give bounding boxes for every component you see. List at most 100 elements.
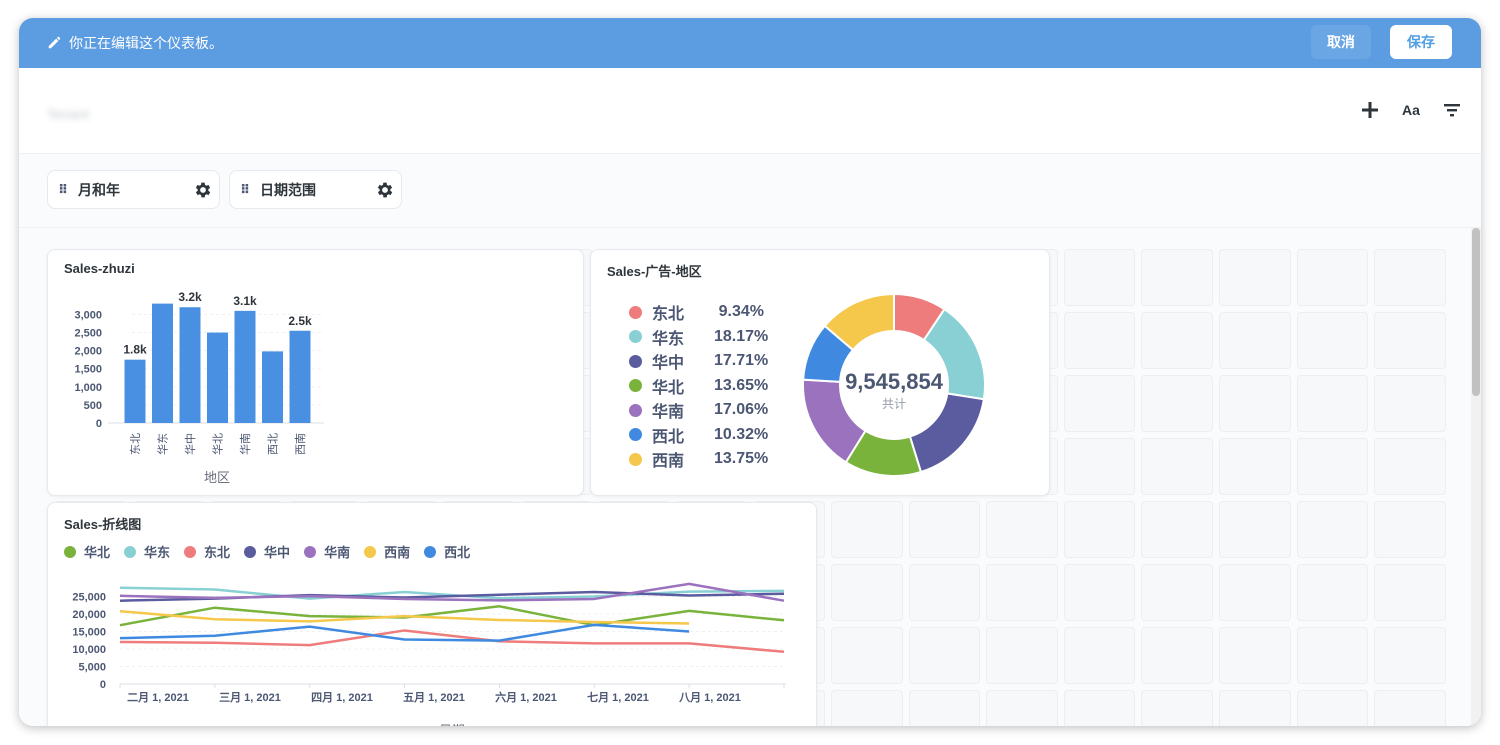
- bar: [262, 351, 283, 423]
- edit-mode-text: 你正在编辑这个仪表板。: [69, 35, 223, 51]
- y-tick-label: 0: [96, 418, 102, 430]
- legend-item[interactable]: 华南: [304, 542, 350, 561]
- grid-placeholder-cell: [1219, 627, 1291, 684]
- line-legend: 华北 华东 东北 华中 华南 西南 西北: [64, 542, 470, 561]
- donut-total-caption: 共计: [882, 397, 906, 411]
- legend-dot: [424, 545, 437, 558]
- legend-item[interactable]: 西南 13.75%: [629, 447, 769, 471]
- donut-slice: [802, 324, 855, 383]
- legend-value: 10.32%: [714, 425, 769, 443]
- grid-placeholder-cell: [908, 501, 981, 558]
- grid-placeholder-cell: [831, 627, 903, 684]
- bar-data-label: 2.5k: [288, 314, 312, 328]
- y-tick-label: 1,500: [74, 364, 102, 376]
- bar-chart: 0 500 1,000 1,500 2,000 2,500 3,000 1.8k 东北 华东 3.2…: [74, 290, 324, 485]
- legend-value: 13.65%: [714, 376, 769, 394]
- bar: [207, 332, 228, 423]
- y-tick-label: 0: [100, 679, 106, 691]
- legend-dot: [629, 428, 642, 441]
- bar-data-label: 3.1k: [233, 294, 257, 308]
- legend-item[interactable]: 华东 18.17%: [629, 325, 768, 349]
- legend-item[interactable]: 东北: [184, 542, 230, 561]
- card-title: Sales-广告-地区: [607, 264, 702, 279]
- card-line-chart[interactable]: Sales-折线图 华北 华东 东北 华中 华南 西南 西北 0 5,000 10,000 15,…: [47, 502, 817, 726]
- grid-placeholder-cell: [986, 564, 1058, 621]
- donut-slice: [823, 292, 895, 352]
- legend-item[interactable]: 华南 17.06%: [629, 398, 768, 422]
- bar: [234, 310, 256, 423]
- filter-date-range[interactable]: ⠿ 日期范围: [229, 170, 402, 209]
- y-tick-label: 2,500: [74, 328, 102, 340]
- edit-mode-message: 你正在编辑这个仪表板。: [47, 18, 223, 68]
- legend-item[interactable]: 华东: [124, 542, 170, 561]
- bar-data-label: 1.8k: [123, 343, 147, 357]
- legend-value: 13.75%: [714, 450, 769, 467]
- grid-placeholder-cell: [1296, 564, 1369, 621]
- grid-placeholder-cell: [1219, 249, 1291, 306]
- y-tick-label: 3,000: [74, 309, 102, 321]
- gear-icon[interactable]: [193, 180, 213, 200]
- legend-dot: [304, 545, 317, 558]
- pencil-icon: [48, 36, 61, 49]
- legend-item[interactable]: 西南: [364, 542, 410, 561]
- legend-dot: [629, 330, 642, 343]
- legend-dot: [124, 545, 137, 558]
- grid-placeholder-cell: [1219, 438, 1291, 495]
- legend-dot: [244, 545, 257, 558]
- x-tick-label: 华东: [156, 433, 170, 455]
- x-tick-label: 华北: [211, 433, 225, 455]
- grid-placeholder-cell: [1141, 501, 1213, 558]
- add-filter-icon[interactable]: [1440, 98, 1464, 122]
- legend-item[interactable]: 西北 10.32%: [629, 423, 769, 447]
- x-tick-label: 八月 1, 2021: [678, 691, 741, 704]
- grid-placeholder-cell: [1063, 249, 1136, 306]
- y-tick-label: 2,000: [74, 346, 102, 358]
- grid-placeholder-cell: [986, 627, 1058, 684]
- grid-placeholder-cell: [1374, 501, 1446, 558]
- grid-placeholder-cell: [986, 501, 1058, 558]
- grid-placeholder-cell: [1219, 564, 1291, 621]
- legend-item[interactable]: 西北: [424, 542, 470, 561]
- bar: [289, 330, 311, 423]
- x-tick-label: 四月 1, 2021: [311, 691, 373, 704]
- grid-placeholder-cell: [1063, 375, 1136, 432]
- grid-placeholder-cell: [1219, 501, 1291, 558]
- x-tick-label: 三月 1, 2021: [219, 691, 281, 704]
- cancel-button[interactable]: 取消: [1311, 25, 1371, 59]
- grid-placeholder-cell: [1141, 690, 1213, 726]
- dashboard-title[interactable]: Tenant: [47, 106, 90, 122]
- grid-placeholder-cell: [1141, 312, 1213, 369]
- filter-month-year[interactable]: ⠿ 月和年: [47, 170, 220, 209]
- grid-placeholder-cell: [1374, 627, 1446, 684]
- x-axis-title: 地区: [204, 470, 230, 485]
- legend-item[interactable]: 华北 13.65%: [629, 374, 769, 398]
- grid-placeholder-cell: [1296, 312, 1369, 369]
- legend-item[interactable]: 东北 9.34%: [629, 300, 764, 324]
- vertical-scrollbar[interactable]: [1471, 228, 1481, 726]
- legend-item[interactable]: 华北: [64, 542, 110, 561]
- dashboard-window: 你正在编辑这个仪表板。 取消 保存 Tenant Aa ⠿ 月和年 ⠿ 日期范围: [19, 18, 1481, 726]
- x-tick-label: 六月 1, 2021: [495, 690, 557, 704]
- donut-total-value: 9,545,854: [845, 369, 944, 394]
- drag-handle-icon[interactable]: ⠿: [240, 181, 250, 197]
- legend-item[interactable]: 华中: [244, 542, 290, 561]
- donut-slice: [908, 392, 986, 474]
- card-bar-chart[interactable]: Sales-zhuzi 0 500 1,000 1,500 2,000 2,500 3,00…: [47, 249, 584, 496]
- legend-label: 东北: [204, 545, 231, 560]
- save-button[interactable]: 保存: [1390, 25, 1452, 59]
- filter-bar: ⠿ 月和年 ⠿ 日期范围: [19, 154, 1481, 228]
- card-title: Sales-zhuzi: [64, 261, 135, 276]
- add-text-icon[interactable]: Aa: [1402, 102, 1420, 118]
- card-donut-chart[interactable]: Sales-广告-地区 东北 9.34% 华东 18.17% 华中 17.71% 华北 13.…: [590, 249, 1050, 496]
- series-line: [119, 629, 785, 654]
- grid-placeholder-cell: [1374, 438, 1446, 495]
- scrollbar-thumb[interactable]: [1472, 228, 1480, 396]
- legend-label: 西北: [652, 428, 685, 446]
- y-tick-label: 500: [84, 400, 102, 412]
- legend-item[interactable]: 华中 17.71%: [629, 349, 769, 373]
- legend-value: 17.71%: [714, 352, 769, 369]
- gear-icon[interactable]: [375, 180, 395, 200]
- drag-handle-icon[interactable]: ⠿: [58, 181, 68, 197]
- x-tick-label: 东北: [129, 433, 142, 455]
- add-card-icon[interactable]: [1358, 98, 1382, 122]
